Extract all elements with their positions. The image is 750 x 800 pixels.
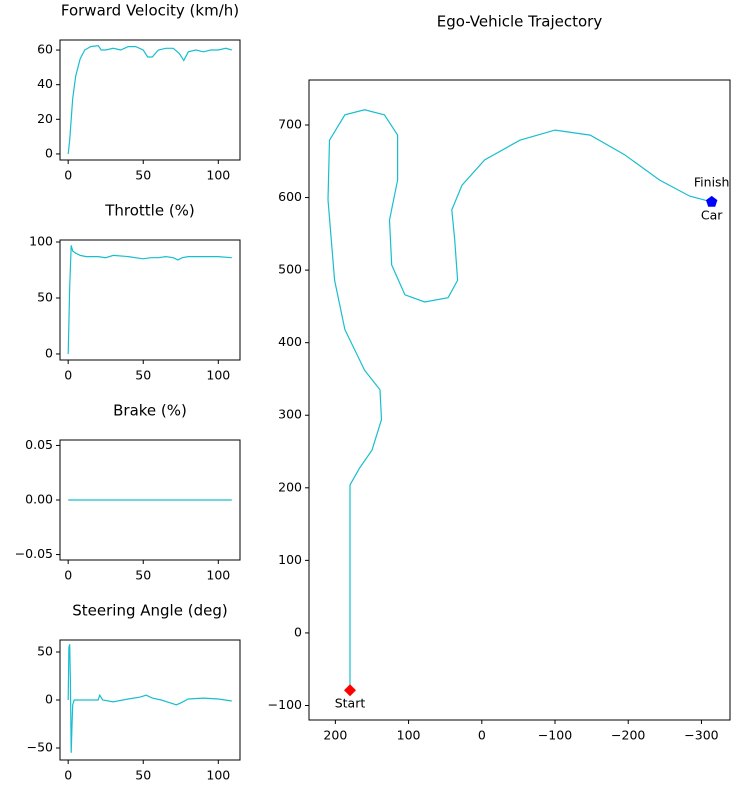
x-tick-label: 0 — [64, 168, 72, 183]
annotation: Start — [335, 696, 366, 711]
y-tick-label: −0.05 — [15, 546, 53, 561]
y-tick-label: 60 — [37, 42, 53, 57]
data-line — [67, 644, 232, 753]
data-line — [67, 245, 232, 355]
finish-marker — [706, 195, 718, 207]
y-tick-label: 0 — [45, 692, 53, 707]
y-tick-label: −100 — [268, 697, 302, 712]
x-tick-label: 50 — [135, 768, 151, 783]
x-tick-label: 0 — [478, 728, 486, 743]
axis-frame — [59, 439, 241, 561]
chart-panel: Forward Velocity (km/h) 0 50 100 0 20 40 60 — [37, 2, 241, 183]
axis-frame — [59, 639, 241, 761]
x-tick-label: 100 — [206, 368, 230, 383]
y-tick-label: 100 — [29, 234, 53, 249]
x-tick-label: 50 — [135, 368, 151, 383]
chart-title: Throttle (%) — [104, 202, 195, 220]
y-tick-label: 0 — [45, 145, 53, 160]
x-tick-label: 100 — [397, 728, 421, 743]
y-tick-label: 50 — [37, 289, 53, 304]
axis-frame — [59, 39, 241, 161]
y-tick-label: 200 — [278, 479, 302, 494]
x-tick-label: −300 — [684, 728, 718, 743]
y-tick-label: −50 — [27, 740, 53, 755]
data-line — [67, 45, 232, 154]
y-tick-label: 700 — [278, 116, 302, 131]
chart-panel: Throttle (%) 0 50 100 0 50 100 — [29, 202, 241, 383]
y-tick-label: 0.05 — [25, 437, 53, 452]
data-line — [327, 109, 712, 691]
annotation: Car — [701, 207, 723, 222]
chart-panel: Ego-Vehicle Trajectory 200 100 0 −100 −200 −30… — [268, 13, 731, 743]
chart-title: Ego-Vehicle Trajectory — [437, 13, 603, 31]
y-tick-label: 20 — [37, 111, 53, 126]
y-tick-label: 100 — [278, 552, 302, 567]
x-tick-label: 100 — [206, 568, 230, 583]
x-tick-label: 0 — [64, 568, 72, 583]
y-tick-label: 40 — [37, 76, 53, 91]
x-tick-label: 0 — [64, 368, 72, 383]
y-tick-label: 50 — [37, 644, 53, 659]
y-tick-label: 0 — [294, 624, 302, 639]
chart-title: Steering Angle (deg) — [72, 602, 227, 620]
axis-frame — [59, 239, 241, 361]
x-tick-label: 0 — [64, 768, 72, 783]
y-tick-label: 0.00 — [25, 492, 53, 507]
chart-title: Forward Velocity (km/h) — [61, 2, 239, 20]
y-tick-label: 300 — [278, 407, 302, 422]
chart-panel: Steering Angle (deg) 0 50 100 −50 0 50 — [27, 602, 241, 783]
x-tick-label: 50 — [135, 168, 151, 183]
y-tick-label: 0 — [45, 345, 53, 360]
annotation: Finish — [694, 174, 730, 189]
y-tick-label: 500 — [278, 262, 302, 277]
x-tick-label: −200 — [611, 728, 645, 743]
axis-frame — [308, 79, 731, 721]
y-tick-label: 600 — [278, 189, 302, 204]
chart-panel: Brake (%) 0 50 100 −0.05 0.00 0.05 — [15, 402, 241, 583]
y-tick-label: 400 — [278, 334, 302, 349]
x-tick-label: 50 — [135, 568, 151, 583]
chart-title: Brake (%) — [113, 402, 187, 420]
start-marker — [344, 684, 357, 697]
x-tick-label: 100 — [206, 768, 230, 783]
x-tick-label: −100 — [538, 728, 572, 743]
x-tick-label: 200 — [323, 728, 347, 743]
x-tick-label: 100 — [206, 168, 230, 183]
